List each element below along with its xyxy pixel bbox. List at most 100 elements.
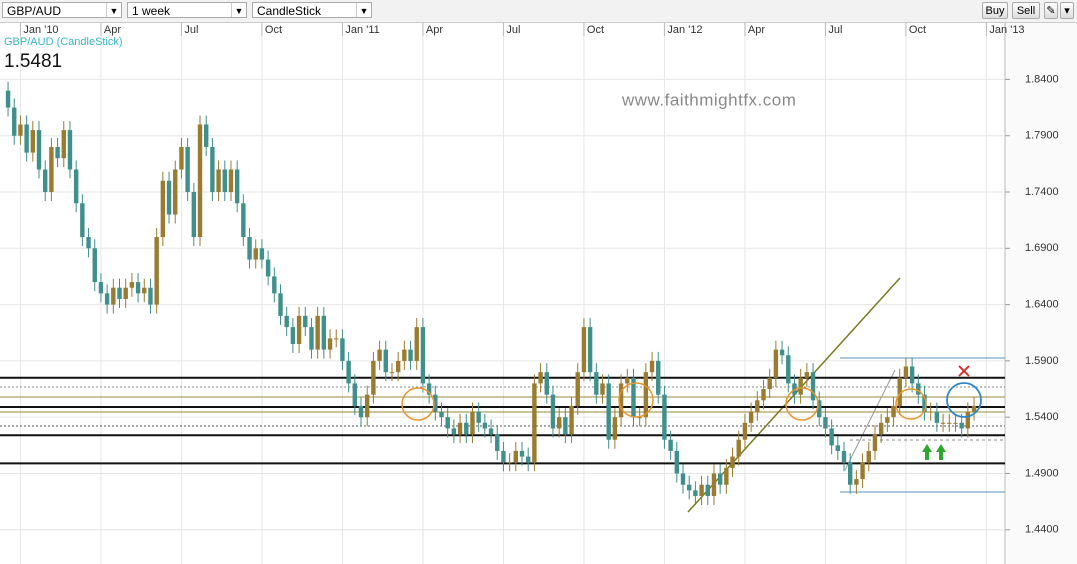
x-tick-label: Jul: [506, 24, 520, 36]
candle-body: [352, 383, 358, 406]
style-select[interactable]: CandleStick ▼: [252, 2, 372, 18]
x-tick-label: Apr: [104, 24, 121, 36]
candle-body: [160, 180, 166, 238]
chart-title: GBP/AUD (CandleStick): [4, 36, 123, 48]
candle-body: [210, 146, 215, 193]
candle-body: [470, 411, 475, 435]
candle-body: [371, 360, 376, 395]
candle-body: [829, 428, 834, 446]
x-tick-label: Jul: [184, 24, 198, 36]
candle-body: [55, 146, 60, 159]
candle-body: [173, 169, 178, 215]
candle-body: [668, 439, 673, 451]
y-tick-label: 1.6400: [1025, 299, 1059, 311]
x-tick-label: Jan '10: [23, 24, 58, 36]
candle-body: [464, 422, 469, 435]
candle-body: [550, 394, 556, 429]
circle-marker: [618, 382, 654, 418]
candle-body: [253, 248, 258, 260]
candle-body: [197, 124, 203, 238]
candle-body: [581, 327, 587, 373]
candle-body: [878, 422, 884, 435]
candle-body: [940, 422, 946, 424]
x-tick-label: Jan '13: [989, 24, 1024, 36]
candle-body: [810, 372, 816, 401]
candle-body: [717, 473, 723, 485]
x-tick-label: Oct: [909, 24, 926, 36]
candle-body: [135, 282, 141, 294]
candle-body: [234, 169, 240, 204]
interval-select[interactable]: 1 week ▼: [127, 2, 247, 18]
candle-body: [519, 450, 525, 457]
candle-body: [18, 124, 23, 136]
candle-body: [36, 130, 42, 170]
x-tick-label: Oct: [265, 24, 282, 36]
y-tick-label: 1.8400: [1025, 73, 1059, 85]
candle-body: [24, 124, 29, 153]
candle-body: [315, 315, 320, 350]
y-tick-label: 1.7400: [1025, 186, 1059, 198]
candle-body: [228, 169, 234, 193]
candle-body: [612, 417, 618, 440]
candle-body: [303, 315, 308, 328]
y-tick-label: 1.5900: [1025, 355, 1059, 367]
candle-body: [43, 169, 48, 193]
candle-body: [971, 405, 977, 412]
circle-marker: [895, 388, 927, 420]
candle-body: [154, 237, 159, 305]
x-marker: [958, 365, 970, 377]
style-text: CandleStick: [257, 4, 322, 18]
candle-body: [947, 422, 952, 424]
annotations-top: [401, 365, 982, 460]
candle-body: [166, 180, 172, 215]
candle-body: [495, 434, 500, 451]
candle-body: [693, 490, 698, 496]
candle-body: [340, 338, 345, 361]
candle-body: [451, 428, 457, 435]
toolbar: GBP/AUD ▼ 1 week ▼ CandleStick ▼ Buy Sell ✎…: [0, 0, 1077, 23]
candle-body: [841, 450, 847, 463]
zoom-button[interactable]: ▾: [1060, 2, 1074, 19]
candle-body: [736, 439, 741, 457]
candle-body: [30, 130, 36, 153]
y-tick-label: 1.6900: [1025, 242, 1059, 254]
sell-button[interactable]: Sell: [1012, 2, 1040, 19]
up-arrow: [922, 444, 932, 460]
draw-button[interactable]: ✎: [1044, 2, 1058, 19]
candle-body: [259, 248, 265, 260]
candle-body: [204, 124, 209, 147]
candle-body: [445, 417, 450, 429]
candle-body: [327, 338, 333, 350]
candle-body: [426, 383, 432, 395]
circle-marker: [401, 387, 435, 421]
candle-body: [792, 383, 797, 395]
candle-body: [296, 315, 302, 345]
interval-text: 1 week: [132, 4, 171, 18]
candle-body: [92, 248, 97, 283]
candle-body: [872, 434, 878, 451]
candle-body: [488, 428, 494, 435]
candle-body: [73, 169, 79, 204]
symbol-select[interactable]: GBP/AUD ▼: [2, 2, 122, 18]
candle-body: [123, 287, 128, 299]
candle-body: [247, 237, 252, 260]
candle-body: [556, 417, 562, 429]
candle-body: [686, 484, 692, 491]
candle-body: [631, 377, 636, 418]
candle-body: [742, 422, 748, 440]
candle-body: [222, 169, 227, 193]
candle-body: [724, 467, 729, 485]
candle-body: [532, 383, 537, 463]
candle-body: [80, 203, 85, 238]
candle-body: [272, 276, 277, 294]
candle-body: [575, 372, 580, 406]
candle-body: [395, 360, 401, 373]
candle-body: [835, 445, 841, 451]
candle-body: [594, 372, 599, 395]
candle-body: [680, 473, 686, 485]
buy-button[interactable]: Buy: [982, 2, 1008, 19]
up-arrow: [936, 444, 946, 460]
candle-body: [817, 400, 822, 418]
